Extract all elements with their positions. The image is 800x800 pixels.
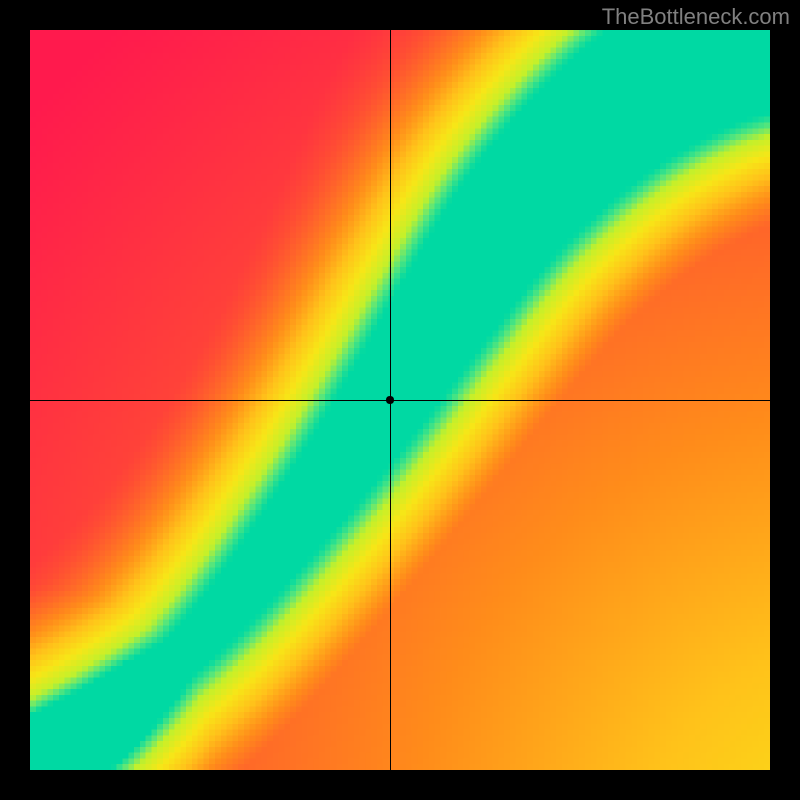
watermark-text: TheBottleneck.com <box>602 4 790 30</box>
chart-container: { "image": { "width": 800, "height": 800… <box>0 0 800 800</box>
crosshair-overlay <box>30 30 770 770</box>
